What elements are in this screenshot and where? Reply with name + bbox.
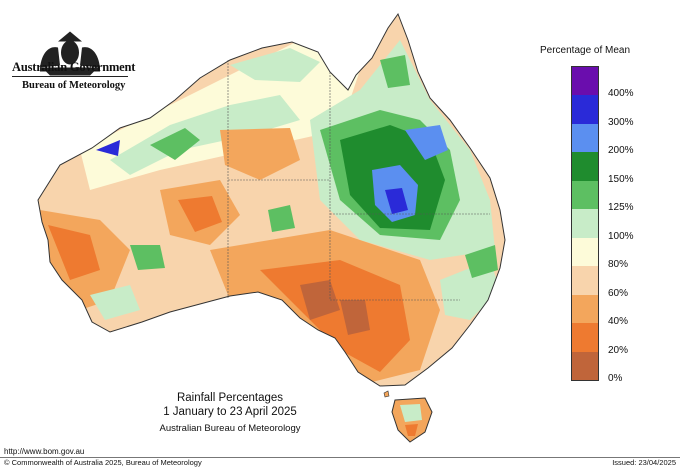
legend-label: 100% bbox=[608, 230, 634, 242]
footer-copyright: © Commonwealth of Australia 2025, Bureau… bbox=[4, 458, 202, 467]
footer-url[interactable]: http://www.bom.gov.au bbox=[4, 447, 85, 456]
legend-color-bar bbox=[571, 66, 599, 381]
legend-swatch bbox=[572, 323, 598, 353]
legend-label: 125% bbox=[608, 202, 634, 214]
footer-issued-date: Issued: 23/04/2025 bbox=[612, 458, 676, 467]
legend-swatch bbox=[572, 209, 598, 239]
legend-label: 60% bbox=[608, 287, 629, 299]
legend-title: Percentage of Mean bbox=[540, 45, 631, 56]
legend-swatch bbox=[572, 237, 598, 267]
state-borders bbox=[227, 60, 490, 301]
bureau-name: Bureau of Meteorology bbox=[22, 80, 126, 91]
legend-label: 300% bbox=[608, 116, 634, 128]
legend-label: 400% bbox=[608, 88, 634, 100]
legend-swatch bbox=[572, 95, 598, 125]
legend-label: 150% bbox=[608, 173, 634, 185]
legend-swatch bbox=[572, 67, 598, 96]
tasmania bbox=[383, 390, 433, 443]
coat-of-arms-icon bbox=[40, 31, 100, 76]
footer-divider bbox=[0, 457, 680, 458]
legend-swatch bbox=[572, 123, 598, 153]
legend-swatch bbox=[572, 351, 598, 381]
legend-label: 20% bbox=[608, 344, 629, 356]
legend-label: 0% bbox=[608, 373, 623, 384]
map-title: Rainfall Percentages bbox=[176, 392, 284, 404]
map-subtitle: 1 January to 23 April 2025 bbox=[163, 406, 297, 418]
legend-swatch bbox=[572, 152, 598, 182]
legend-swatch bbox=[572, 294, 598, 324]
legend-swatch bbox=[572, 180, 598, 210]
legend-label: 200% bbox=[608, 145, 634, 157]
government-name: Australian Government bbox=[12, 60, 136, 74]
legend-label: 40% bbox=[608, 316, 629, 328]
header-divider bbox=[12, 76, 128, 77]
legend-label: 80% bbox=[608, 259, 629, 271]
map-organisation: Australian Bureau of Meteorology bbox=[159, 423, 301, 434]
legend-swatch bbox=[572, 266, 598, 296]
